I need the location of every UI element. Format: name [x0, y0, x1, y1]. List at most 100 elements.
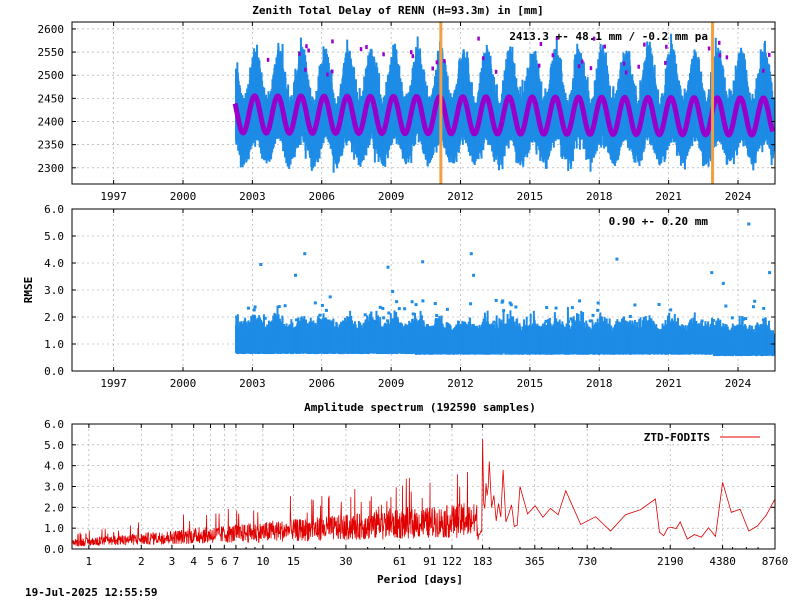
- zenith-delay-stats: 2413.3 +- 48.1 mm / -0.2 mm pa: [509, 30, 708, 43]
- rmse-axis-label: RMSE: [22, 277, 35, 304]
- zenith-delay-ytick-label: 2450: [38, 92, 65, 105]
- rmse-point: [545, 306, 549, 310]
- rmse-point: [313, 301, 317, 305]
- spectrum-xtick-label: 4380: [709, 555, 736, 568]
- rmse-xtick-label: 2015: [517, 377, 544, 390]
- rmse-outlier: [768, 271, 772, 275]
- rmse-point: [363, 313, 367, 317]
- rmse-point: [295, 318, 299, 322]
- rmse-point: [435, 314, 439, 318]
- spectrum-xtick-label: 183: [473, 555, 493, 568]
- spectrum-ytick-label: 5.0: [44, 439, 64, 452]
- zenith-delay-outlier: [718, 40, 721, 45]
- rmse-point: [571, 319, 575, 323]
- spectrum-xtick-label: 5: [207, 555, 214, 568]
- rmse-point: [414, 303, 418, 307]
- spectrum-xtick-label: 10: [256, 555, 269, 568]
- spectrum-line: [72, 438, 776, 547]
- zenith-delay-outlier: [411, 54, 415, 59]
- rmse-point: [730, 316, 734, 320]
- zenith-delay-outlier: [707, 46, 711, 51]
- rmse-point: [277, 305, 281, 309]
- rmse-point: [544, 319, 548, 323]
- rmse-point: [711, 319, 715, 323]
- rmse-point: [387, 311, 391, 315]
- rmse-point: [395, 300, 399, 304]
- zenith-delay-outlier: [307, 48, 310, 53]
- rmse-ytick-label: 6.0: [44, 203, 64, 216]
- zenith-delay-ytick-label: 2400: [38, 116, 65, 129]
- spectrum-xtick-label: 8760: [762, 555, 789, 568]
- rmse-point: [596, 308, 600, 312]
- zenith-delay-outlier: [580, 59, 584, 64]
- zenith-delay-outlier: [592, 36, 596, 41]
- rmse-point: [514, 305, 518, 309]
- rmse-observations: [235, 222, 775, 357]
- spectrum-axis-label: Period [days]: [377, 573, 463, 586]
- rmse-xtick-label: 2009: [378, 377, 405, 390]
- spectrum-legend-label: ZTD-FODITS: [644, 431, 710, 444]
- rmse-stats: 0.90 +- 0.20 mm: [609, 215, 709, 228]
- zenith-delay-ytick-label: 2550: [38, 46, 65, 59]
- spectrum-xtick-label: 6: [221, 555, 228, 568]
- rmse-outlier: [472, 273, 476, 277]
- rmse-ticks: 1997 2000 2003 2006 2009 2012 2015 2018 2021 2024…: [44, 203, 775, 390]
- rmse-outlier: [294, 273, 297, 277]
- rmse-xtick-label: 2003: [239, 377, 266, 390]
- zenith-delay-outlier: [539, 41, 543, 46]
- zenith-delay-xtick-label: 2009: [378, 190, 405, 203]
- spectrum-title: Amplitude spectrum (192590 samples): [304, 401, 536, 414]
- rmse-point: [318, 313, 322, 317]
- spectrum-xtick-label: 2190: [657, 555, 684, 568]
- zenith-delay-xtick-label: 2000: [170, 190, 197, 203]
- rmse-point: [669, 308, 673, 312]
- rmse-xtick-label: 2000: [170, 377, 197, 390]
- rmse-xtick-label: 1997: [100, 377, 127, 390]
- zenith-delay-point: [772, 97, 775, 152]
- rmse-point: [397, 307, 401, 311]
- rmse-outlier: [386, 265, 390, 269]
- rmse-point: [283, 304, 287, 308]
- spectrum-ytick-label: 4.0: [44, 460, 64, 473]
- zenith-delay-outlier: [431, 66, 434, 71]
- rmse-point: [273, 313, 277, 317]
- rmse-point: [588, 319, 592, 323]
- rmse-point: [324, 308, 328, 312]
- rmse-outlier: [469, 252, 473, 256]
- zenith-delay-outlier: [551, 53, 555, 58]
- rmse-point: [753, 299, 757, 303]
- rmse-point: [741, 317, 745, 321]
- zenith-delay-outlier: [326, 72, 329, 77]
- spectrum-xtick-label: 3: [169, 555, 176, 568]
- rmse-point: [386, 319, 390, 323]
- rmse-outlier: [710, 271, 714, 275]
- rmse-point: [263, 316, 267, 320]
- rmse-point: [253, 305, 257, 309]
- rmse-point: [596, 301, 600, 305]
- rmse-point: [246, 306, 250, 310]
- zenith-delay-title: Zenith Total Delay of RENN (H=93.3m) in …: [252, 4, 543, 17]
- zenith-delay-outlier: [477, 36, 480, 41]
- rmse-point: [411, 312, 415, 316]
- zenith-delay-outlier: [665, 44, 668, 49]
- rmse-point: [381, 306, 385, 310]
- zenith-delay-outlier: [555, 35, 559, 40]
- rmse-point: [346, 316, 350, 320]
- zenith-delay-outlier: [482, 56, 485, 61]
- rmse-point: [445, 307, 449, 311]
- zenith-delay-xtick-label: 2012: [447, 190, 474, 203]
- zenith-delay-ytick-label: 2500: [38, 69, 65, 82]
- spectrum-xtick-label: 2: [138, 555, 145, 568]
- zenith-delay-ytick-label: 2350: [38, 139, 65, 152]
- rmse-point: [508, 301, 512, 305]
- rmse-point: [761, 318, 765, 322]
- zenith-delay-ytick-label: 2300: [38, 162, 65, 175]
- rmse-point: [700, 319, 704, 323]
- rmse-point: [570, 306, 574, 310]
- spectrum-xtick-label: 365: [525, 555, 545, 568]
- rmse-point: [744, 317, 748, 321]
- rmse-point: [254, 320, 258, 324]
- zenith-delay-outlier: [435, 60, 439, 65]
- zenith-delay-xtick-label: 2006: [309, 190, 336, 203]
